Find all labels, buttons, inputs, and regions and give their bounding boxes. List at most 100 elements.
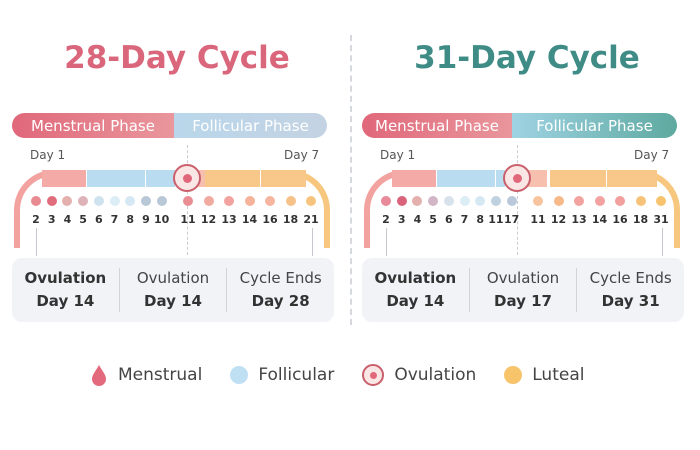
follicular-segment [87, 170, 145, 187]
day-number: 11 [488, 213, 504, 226]
tick [662, 228, 663, 256]
legend-luteal: Luteal [504, 364, 584, 386]
day-dot [265, 196, 275, 206]
phase-bar: Menstrual Phase Follicular Phase [362, 113, 677, 138]
egg-icon [362, 364, 385, 386]
day-number: 4 [413, 213, 422, 226]
info-label: Cycle Ends [239, 269, 322, 287]
day-number: 14 [591, 213, 608, 226]
info-cell: Ovulation Day 14 [362, 268, 470, 312]
phase-bar: Menstrual Phase Follicular Phase [12, 113, 327, 138]
day-dot [533, 196, 543, 206]
tick [312, 228, 313, 256]
legend-ovulation: Ovulation [362, 364, 476, 386]
cycle-title: 28-Day Cycle [64, 40, 290, 76]
legend-menstrual: Menstrual [90, 364, 202, 386]
drop-icon [92, 365, 106, 386]
day-dot [381, 196, 391, 206]
follicular-phase: Follicular Phase [512, 113, 677, 138]
info-label: Ovulation [486, 269, 560, 287]
day-dot [506, 196, 517, 206]
day-number: 21 [303, 213, 319, 226]
tick [386, 228, 387, 256]
day-dot [224, 196, 234, 206]
day-dot [78, 196, 89, 206]
luteal-segment [261, 170, 306, 187]
luteal-segment [205, 170, 260, 187]
info-cell: Ovulation Day 17 [470, 268, 578, 312]
day-number: 13 [571, 213, 587, 226]
day-number: 31 [653, 213, 669, 226]
day-dot [93, 196, 104, 206]
day-dot [574, 196, 584, 206]
menstrual-phase: Menstrual Phase [12, 113, 174, 138]
day-number: 12 [550, 213, 567, 226]
ovulation-line [517, 145, 518, 255]
day-number: 7 [110, 213, 119, 226]
info-value: Day 28 [251, 292, 310, 310]
day-number: 6 [444, 213, 453, 226]
day-number: 4 [63, 213, 72, 226]
luteal-segment [550, 170, 606, 187]
day-dot [615, 196, 625, 206]
day-dot [428, 196, 439, 206]
day-number: 8 [476, 213, 485, 226]
day-number: 5 [79, 213, 87, 226]
day-dot [475, 196, 486, 206]
day-number: 14 [241, 213, 258, 226]
cycle-title: 31-Day Cycle [414, 40, 640, 76]
legend: Menstrual Follicular Ovulation Luteal [90, 364, 612, 386]
info-cell: Cycle Ends Day 28 [227, 268, 334, 312]
follicular-segment [496, 170, 505, 187]
info-label: Ovulation [136, 269, 210, 287]
info-label: Ovulation [374, 269, 457, 287]
day-number: 2 [382, 213, 390, 226]
cycle-info: Ovulation Day 14 Ovulation Day 17 Cycle Ends… [362, 258, 684, 322]
day-dot [125, 196, 136, 206]
day-number: 7 [460, 213, 469, 226]
day-number: 12 [200, 213, 217, 226]
day-dot [140, 196, 151, 206]
cycle-info: Ovulation Day 14 Ovulation Day 14 Cycle Ends… [12, 258, 334, 322]
day-number: 18 [632, 213, 649, 226]
cycle-panel: 28-Day Cycle Menstrual Phase Follicular … [12, 0, 342, 330]
day-number: 18 [282, 213, 299, 226]
day-number: 16 [612, 213, 628, 226]
egg-icon [512, 173, 522, 183]
day-dot [31, 196, 41, 206]
day-start-label: Day 1 [30, 148, 66, 162]
day-dot [490, 196, 501, 206]
day-dot [459, 196, 470, 206]
day-end-label: Day 7 [284, 148, 320, 162]
day-dot [396, 196, 407, 206]
info-label: Ovulation [24, 269, 107, 287]
day-dot [635, 196, 646, 206]
day-dot [285, 196, 296, 206]
legend-follicular: Follicular [230, 364, 334, 386]
circle-icon [504, 366, 523, 384]
day-number: 6 [94, 213, 103, 226]
follicular-segment [437, 170, 495, 187]
day-dot [656, 196, 666, 206]
info-value: Day 31 [601, 292, 660, 310]
day-number: 3 [397, 213, 406, 226]
info-cell: Cycle Ends Day 31 [577, 268, 684, 312]
circle-icon [230, 366, 249, 384]
day-dot [109, 196, 120, 206]
day-dot [594, 196, 605, 206]
day-end-label: Day 7 [634, 148, 670, 162]
day-dot [203, 196, 214, 206]
menstrual-segment [392, 170, 436, 187]
ovulation-marker [173, 164, 201, 192]
day-number: 11 [180, 213, 196, 226]
day-dot [553, 196, 564, 206]
info-value: Day 14 [144, 292, 202, 310]
day-dot [46, 196, 57, 206]
day-number: 10 [153, 213, 170, 226]
info-value: Day 14 [386, 292, 445, 310]
day-dot [62, 196, 73, 206]
tick [36, 228, 37, 256]
day-number: 11 [530, 213, 546, 226]
day-number: 13 [221, 213, 237, 226]
day-number: 2 [32, 213, 40, 226]
